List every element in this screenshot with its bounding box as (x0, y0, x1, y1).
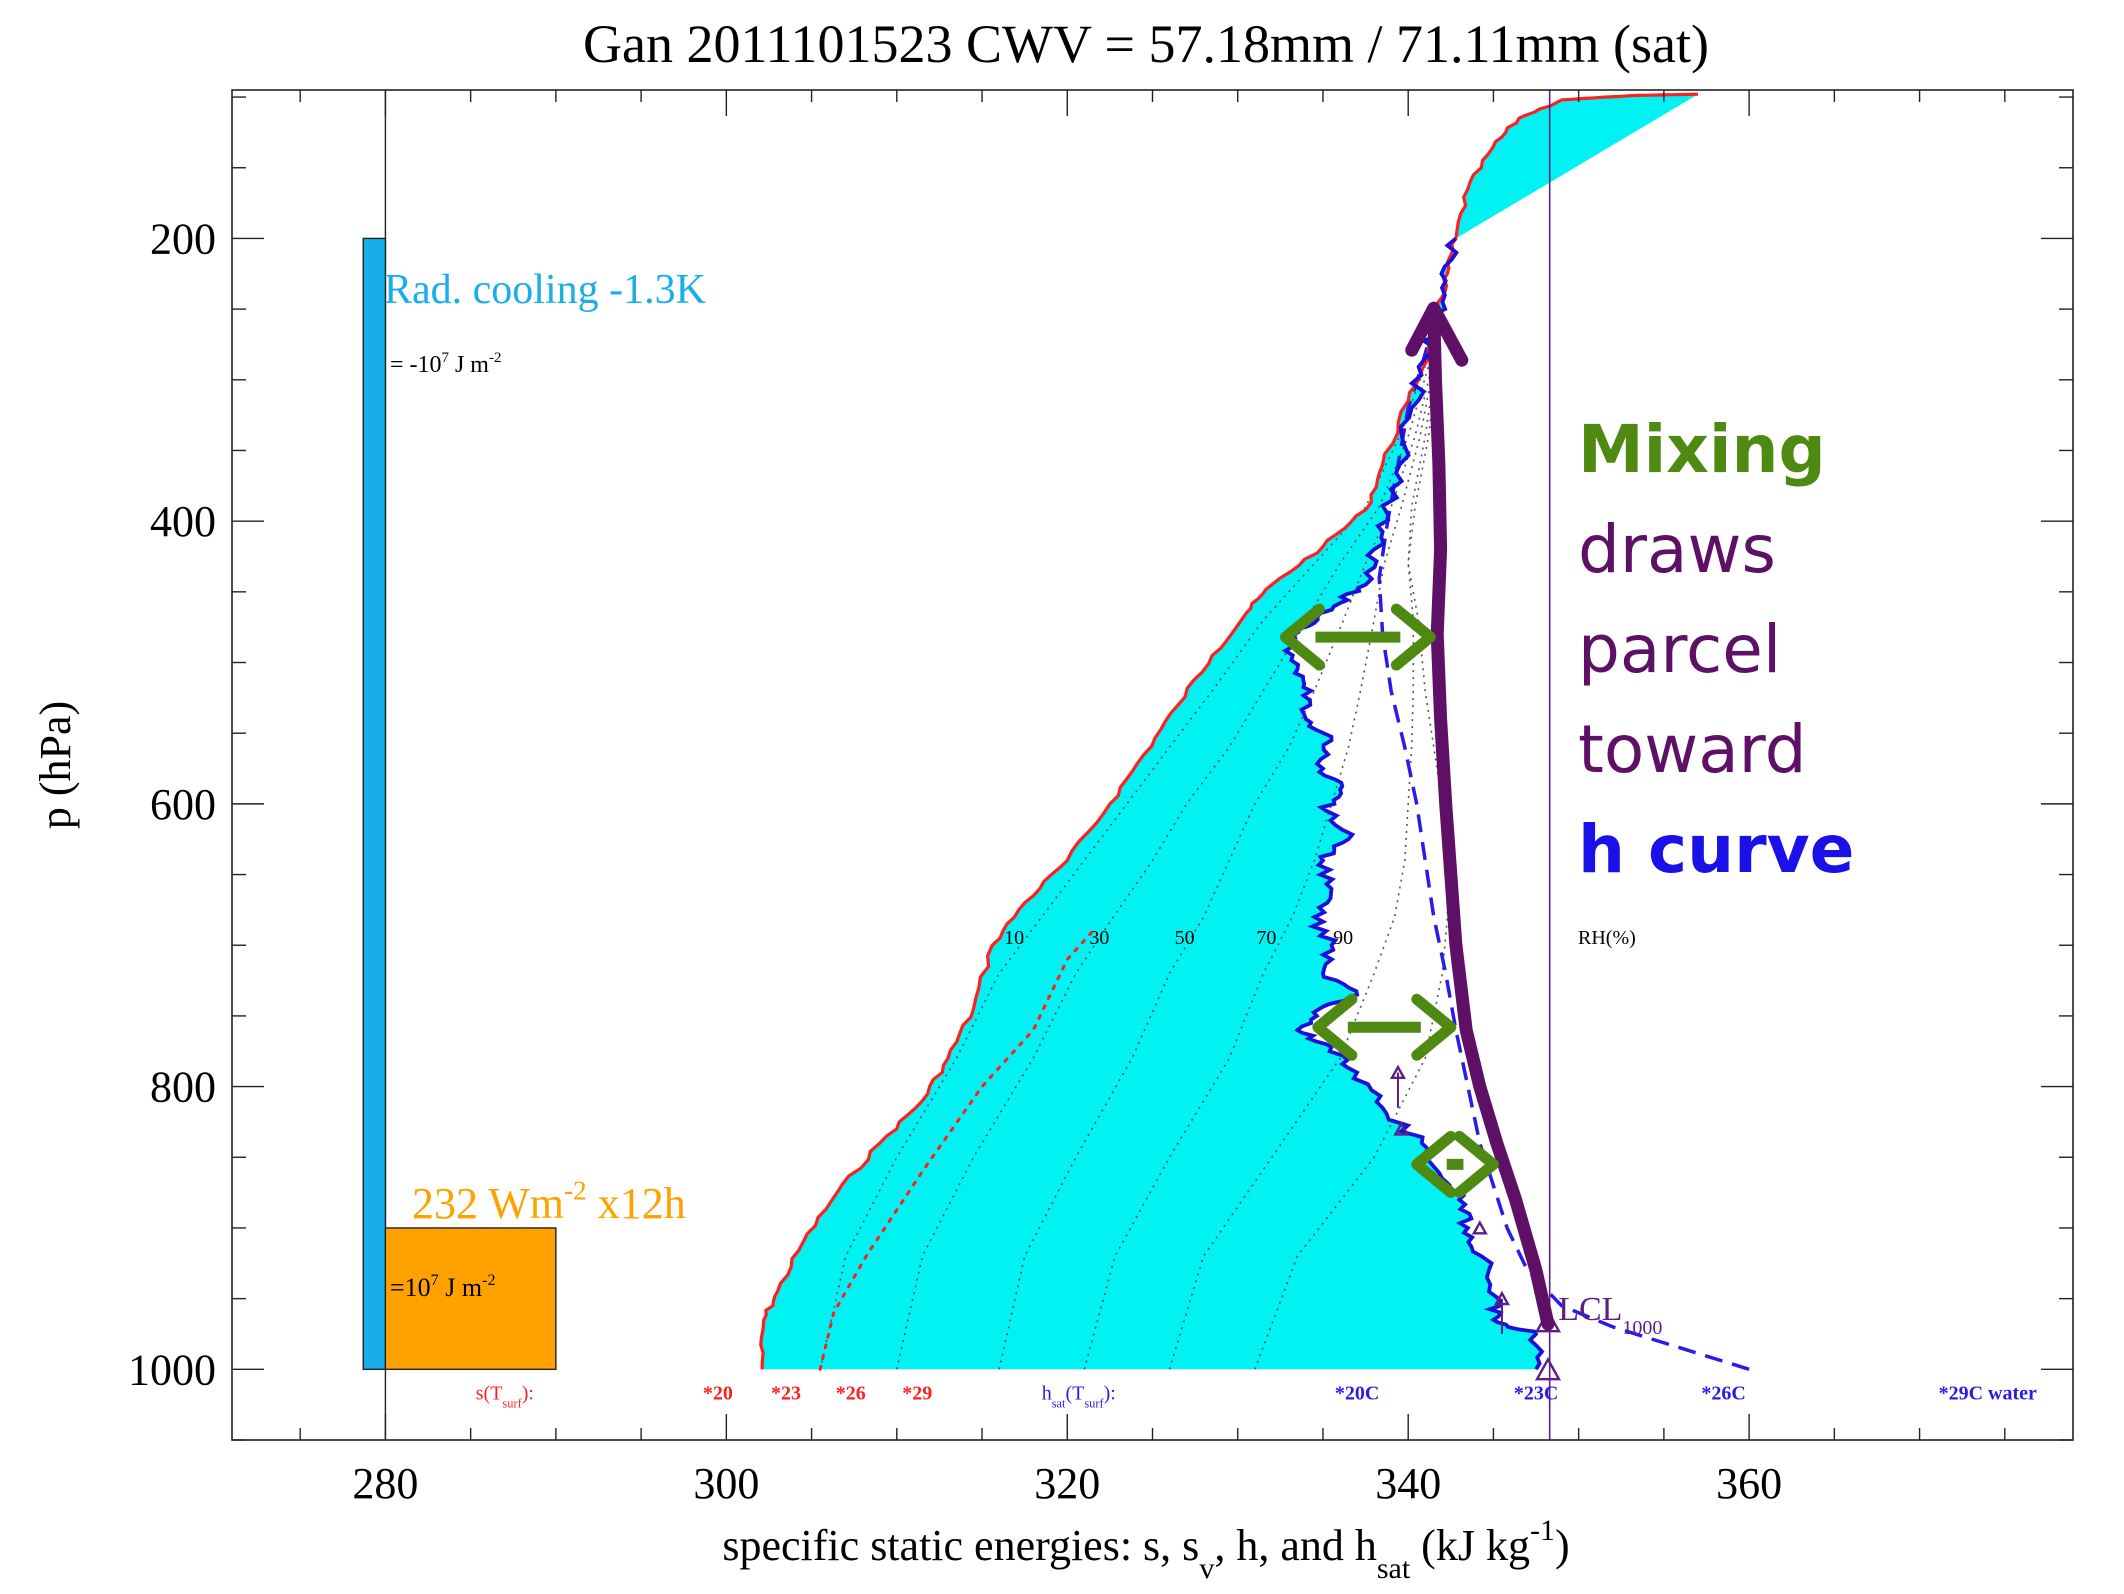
hsat-surface-marker: *29C water (1939, 1382, 2037, 1404)
x-axis-label-part: sat (1377, 1552, 1411, 1585)
rad-cooling-energy: = -107 J m-2 (390, 350, 501, 378)
mixing-arrow-left-head (1312, 993, 1358, 1061)
chart-title: Gan 2011101523 CWV = 57.18mm / 71.11mm (… (583, 14, 1709, 74)
annotation-draws: draws (1578, 511, 1776, 588)
rh-label-70: 70 (1256, 927, 1276, 949)
lcl-triangle-marker (1534, 1356, 1562, 1381)
x-axis-label-part: (kJ kg (1410, 1521, 1530, 1570)
x-tick-label: 340 (1375, 1459, 1441, 1508)
cyan-fill-area (760, 94, 1698, 1370)
y-tick-label: 800 (150, 1063, 216, 1112)
mixing-arrow-right-head (1453, 1130, 1499, 1198)
y-axis-label: p (hPa) (31, 701, 80, 829)
rh-percent-label: RH(%) (1578, 927, 1636, 949)
hsat-tsurf-label-part: surf (1084, 1396, 1104, 1410)
x-axis-label-part: v (1199, 1552, 1214, 1585)
rh-line-50 (998, 365, 1433, 1370)
parcel-path (1405, 301, 1555, 1331)
sv-dotted-curve (818, 929, 1095, 1371)
s-tsurf-label-part: s(T (476, 1382, 503, 1404)
y-tick-label: 400 (150, 497, 216, 546)
hsat-surface-marker: *20C (1335, 1382, 1379, 1404)
annotation-parcel: parcel (1578, 611, 1781, 688)
hsat-tsurf-label: hsat(Tsurf): (1042, 1382, 1116, 1410)
rh-label-50: 50 (1175, 927, 1195, 949)
x-axis-label-part: specific static energies: s, s (722, 1521, 1199, 1570)
rh-isopleths: 10 30 50 70 90 (819, 365, 1449, 1370)
s-tsurf-label-part: ): (522, 1382, 534, 1404)
surface-flux-energy-part: 7 (431, 1272, 439, 1289)
annotation-toward: toward (1578, 711, 1807, 788)
axis-ticks: 280 300 320 340 360 200 400 600 800 1000 (128, 90, 2073, 1508)
rad-cooling-energy-part: 7 (442, 350, 450, 366)
lcl-triangle-marker (1393, 1121, 1410, 1136)
s-tsurf-label-part: surf (502, 1396, 522, 1410)
annotation-mixing: Mixing (1578, 411, 1826, 488)
surface-flux-energy: =107 J m-2 (390, 1272, 496, 1302)
hsat-surface-marker: *26C (1701, 1382, 1745, 1404)
annotation-h-curve: h curve (1578, 811, 1854, 888)
moist-energy-fill (760, 94, 1698, 1370)
hsat-tsurf-label-part: ): (1104, 1382, 1116, 1404)
rad-cooling-energy-part: -2 (489, 350, 501, 366)
s-curve (759, 92, 1699, 1370)
x-axis-label-part: , h, and h (1214, 1521, 1377, 1570)
rh-label-30: 30 (1089, 927, 1109, 949)
mixing-annotation: Mixing draws parcel toward h curve (1578, 411, 1854, 888)
lcl-label-sub: 1000 (1622, 1317, 1662, 1339)
surface-markers: s(Tsurf): *20 *23 *26 *29 hsat(Tsurf): *20C *23… (476, 1382, 2037, 1410)
rh-line-90 (1168, 365, 1437, 1370)
hsat-tsurf-label-part: (T (1065, 1382, 1084, 1404)
y-tick-label: 1000 (128, 1345, 216, 1394)
surface-flux-energy-part: -2 (482, 1272, 495, 1289)
x-tick-label: 300 (693, 1459, 759, 1508)
y-tick-label: 200 (150, 214, 216, 263)
lcl-triangle-marker (1471, 1220, 1488, 1235)
mixing-arrows (1279, 603, 1499, 1198)
surface-flux-energy-part: J m (439, 1273, 482, 1302)
s-tsurf-label: s(Tsurf): (476, 1382, 534, 1410)
rh-label-90: 90 (1333, 927, 1353, 949)
surface-flux-label: 232 Wm-2 x12h (412, 1176, 686, 1228)
s-surface-marker: *20 (703, 1382, 733, 1404)
hsat-tsurf-label-part: sat (1052, 1396, 1066, 1410)
s-surface-marker: *29 (902, 1382, 932, 1404)
surface-flux-label-part: -2 (564, 1176, 587, 1206)
x-tick-label: 320 (1034, 1459, 1100, 1508)
x-axis-label-part: ) (1555, 1521, 1570, 1570)
surface-flux-energy-part: =10 (390, 1273, 431, 1302)
lcl-label: LCL1000 (1558, 1291, 1662, 1339)
rad-cooling-energy-part: = -10 (390, 352, 442, 378)
x-tick-label: 360 (1716, 1459, 1782, 1508)
s-surface-marker: *23 (771, 1382, 801, 1404)
parcel-arrowhead (1405, 301, 1469, 367)
mixing-arrow-left-head (1411, 1130, 1457, 1198)
surface-flux-label-part: x12h (587, 1179, 686, 1228)
radiative-cooling-bar (362, 237, 387, 1371)
mixing-arrow-right-head (1411, 993, 1457, 1061)
surface-flux-label-part: 232 Wm (412, 1179, 564, 1228)
mixing-arrow-left-head (1279, 603, 1325, 671)
parcel-curve (1427, 309, 1555, 1331)
x-axis-label: specific static energies: s, sv, h, and … (722, 1514, 1569, 1585)
mixing-arrow-right-head (1390, 603, 1436, 671)
hsat-tsurf-label-part: h (1042, 1382, 1052, 1404)
surface-flux-box (384, 1227, 557, 1371)
s-surface-marker: *26 (836, 1382, 866, 1404)
y-tick-label: 600 (150, 780, 216, 829)
hsat-surface-marker: *23C (1514, 1382, 1558, 1404)
rh-label-10: 10 (1004, 927, 1024, 949)
lcl-label-main: LCL (1558, 1291, 1622, 1328)
rad-cooling-label: Rad. cooling -1.3K (384, 267, 706, 313)
x-tick-label: 280 (352, 1459, 418, 1508)
x-axis-label-part: -1 (1530, 1514, 1555, 1547)
rad-cooling-energy-part: J m (449, 352, 489, 378)
